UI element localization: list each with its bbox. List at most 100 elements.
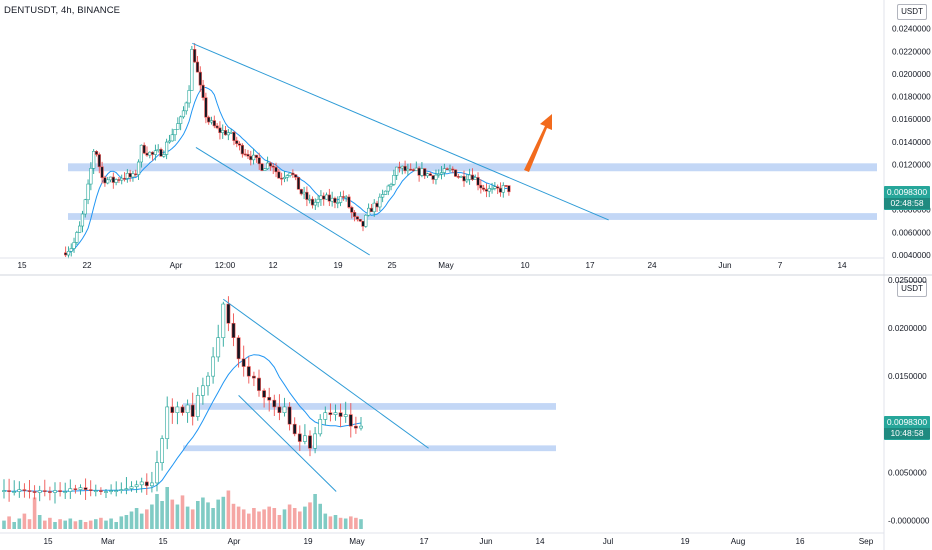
candle-body-top — [246, 154, 250, 157]
candle-body-top — [305, 191, 309, 200]
y-tick-label-bottom: 0.0200000 — [888, 324, 927, 333]
candle-body-bottom — [88, 489, 93, 491]
candle-body-top — [260, 163, 264, 171]
candle-body-bottom — [22, 489, 27, 491]
volume-bar — [206, 502, 210, 529]
candle-body-top — [268, 162, 273, 167]
candle-body-top — [496, 186, 500, 189]
candle-body-top — [184, 102, 188, 112]
last-price-tag-bottom: 0.0098300 10:48:58 — [884, 416, 930, 440]
volume-bar — [262, 509, 266, 529]
last-price-top: 0.0098300 — [886, 187, 928, 197]
volume-bar — [7, 516, 11, 529]
volume-bar — [109, 518, 113, 529]
volume-bar — [63, 520, 67, 529]
candle-body-bottom — [83, 487, 88, 490]
candle-body-top — [445, 168, 449, 170]
x-tick-label-top: 19 — [333, 261, 343, 270]
candle-body-top — [310, 198, 315, 206]
candle-body-top — [437, 173, 441, 176]
volume-bar — [129, 511, 134, 529]
candle-body-top — [431, 175, 435, 180]
candle-body-top — [125, 172, 129, 179]
candle-body-top — [468, 174, 472, 180]
volume-bar — [277, 515, 282, 529]
candle-body-top — [369, 207, 374, 213]
volume-bar — [216, 499, 220, 529]
candle-body-top — [378, 196, 382, 208]
channel-upper-line-bottom — [223, 298, 429, 449]
candle-body-bottom — [328, 412, 333, 415]
volume-bar — [170, 499, 175, 529]
candle-body-bottom — [37, 490, 42, 493]
candle-body-top — [94, 151, 99, 155]
candle-body-top — [108, 176, 113, 181]
candle-body-bottom — [185, 404, 190, 413]
volume-bar — [37, 515, 42, 529]
x-tick-label-bottom: 16 — [795, 537, 805, 546]
volume-bar — [328, 516, 333, 529]
x-tick-label-bottom: Aug — [731, 537, 746, 546]
candle-body-bottom — [124, 488, 129, 490]
candle-body-top — [223, 130, 228, 136]
x-tick-label-top: 17 — [585, 261, 595, 270]
candle-body-bottom — [262, 390, 267, 398]
candle-body-bottom — [160, 438, 165, 463]
candle-body-top — [64, 252, 68, 256]
y-tick-label-top: 0.0080000 — [892, 206, 931, 215]
candle-body-top — [221, 130, 225, 133]
candle-body-top — [406, 168, 410, 172]
x-tick-label-top: 12:00 — [215, 261, 236, 270]
candle-body-top — [89, 168, 93, 185]
candle-body-top — [487, 188, 491, 192]
volume-bar — [287, 504, 292, 529]
volume-bar — [343, 518, 348, 529]
candle-body-top — [299, 189, 303, 195]
x-tick-label-top: 25 — [387, 261, 397, 270]
candle-body-bottom — [282, 406, 287, 413]
candle-body-top — [204, 97, 208, 118]
candle-body-top — [364, 214, 368, 227]
candle-body-bottom — [68, 488, 73, 492]
price-unit-top[interactable]: USDT — [897, 4, 927, 20]
candle-body-top — [243, 153, 247, 156]
moving-average-line-bottom — [3, 354, 362, 492]
candle-body-top — [117, 179, 121, 181]
volume-bar — [241, 509, 246, 529]
candle-body-top — [226, 132, 230, 136]
candle-body-top — [136, 161, 141, 175]
volume-bar — [17, 518, 22, 529]
volume-bar — [226, 490, 231, 529]
candle-body-top — [409, 168, 413, 171]
candle-body-top — [254, 154, 258, 158]
y-tick-label-top: 0.0140000 — [892, 138, 931, 147]
candle-body-bottom — [175, 406, 180, 413]
candle-body-bottom — [27, 490, 32, 492]
candle-body-top — [411, 169, 416, 171]
last-price-bottom: 0.0098300 — [886, 417, 928, 427]
candle-body-bottom — [32, 491, 37, 493]
volume-bar — [298, 511, 302, 529]
volume-bar — [155, 494, 159, 529]
x-tick-label-bottom: Apr — [228, 537, 241, 546]
candle-body-top — [498, 187, 503, 193]
x-tick-label-top: 24 — [647, 261, 657, 270]
candle-body-top — [162, 154, 166, 157]
candle-body-top — [187, 90, 191, 104]
candle-body-bottom — [343, 414, 348, 417]
countdown-top: 02:48:58 — [884, 198, 930, 209]
candle-body-top — [176, 123, 180, 130]
candle-body-bottom — [216, 337, 221, 358]
candle-body-top — [257, 157, 261, 165]
candle-body-bottom — [17, 489, 22, 492]
candle-body-top — [386, 185, 390, 192]
candle-body-bottom — [53, 490, 57, 493]
price-unit-bottom[interactable]: USDT — [897, 281, 927, 297]
candle-body-top — [403, 165, 407, 172]
candle-body-top — [285, 175, 289, 178]
candle-body-bottom — [109, 490, 114, 492]
x-tick-label-top: 22 — [82, 261, 92, 270]
y-tick-label-top: 0.0180000 — [892, 93, 931, 102]
